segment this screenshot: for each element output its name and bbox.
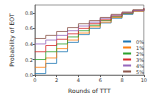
svg-text:4: 4 <box>77 77 80 83</box>
svg-text:1%: 1% <box>136 44 144 51</box>
svg-text:4%: 4% <box>136 62 144 69</box>
svg-text:10: 10 <box>141 77 147 83</box>
svg-text:3%: 3% <box>136 56 144 63</box>
svg-text:Probability of EOT: Probability of EOT <box>8 13 16 67</box>
svg-text:0.2: 0.2 <box>25 57 33 63</box>
svg-text:2%: 2% <box>136 50 144 57</box>
svg-text:0.4: 0.4 <box>25 41 33 47</box>
svg-text:0%: 0% <box>136 38 144 45</box>
svg-text:2: 2 <box>55 77 58 83</box>
svg-text:0.0: 0.0 <box>25 72 33 78</box>
svg-text:8: 8 <box>120 77 123 83</box>
svg-text:6: 6 <box>99 77 102 83</box>
svg-text:0.6: 0.6 <box>25 25 33 31</box>
svg-text:0.8: 0.8 <box>25 10 33 16</box>
svg-text:5%: 5% <box>136 69 144 75</box>
svg-text:0: 0 <box>33 77 36 83</box>
svg-text:Rounds of TTT: Rounds of TTT <box>68 87 111 94</box>
